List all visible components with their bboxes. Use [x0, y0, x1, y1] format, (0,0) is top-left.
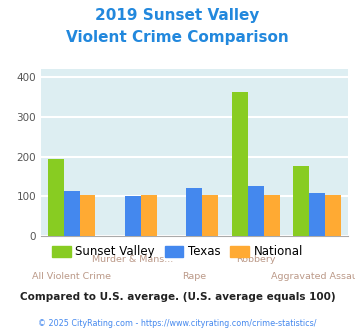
Bar: [80, 195, 95, 236]
Bar: [309, 193, 325, 236]
Bar: [64, 191, 80, 236]
Text: © 2025 CityRating.com - https://www.cityrating.com/crime-statistics/: © 2025 CityRating.com - https://www.city…: [38, 319, 317, 328]
Legend: Sunset Valley, Texas, National: Sunset Valley, Texas, National: [47, 241, 308, 263]
Text: Murder & Mans...: Murder & Mans...: [92, 255, 174, 264]
Bar: [293, 166, 309, 236]
Bar: [186, 187, 202, 236]
Text: Compared to U.S. average. (U.S. average equals 100): Compared to U.S. average. (U.S. average …: [20, 292, 335, 302]
Bar: [248, 186, 264, 236]
Bar: [202, 195, 218, 236]
Text: Violent Crime Comparison: Violent Crime Comparison: [66, 30, 289, 45]
Bar: [141, 195, 157, 236]
Bar: [264, 195, 280, 236]
Text: All Violent Crime: All Violent Crime: [32, 272, 111, 281]
Bar: [232, 92, 248, 236]
Bar: [125, 196, 141, 236]
Text: Rape: Rape: [182, 272, 206, 281]
Bar: [325, 195, 341, 236]
Text: Robbery: Robbery: [236, 255, 275, 264]
Text: 2019 Sunset Valley: 2019 Sunset Valley: [95, 8, 260, 23]
Bar: [48, 159, 64, 236]
Text: Aggravated Assault: Aggravated Assault: [271, 272, 355, 281]
